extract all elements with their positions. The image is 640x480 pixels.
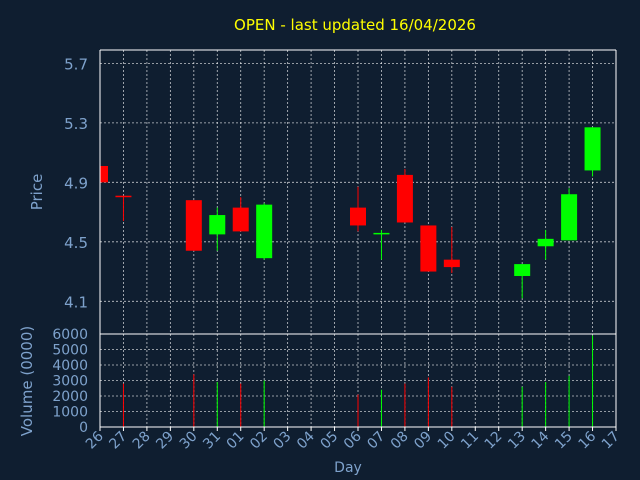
candle-body	[537, 238, 554, 247]
price-tick-label: 5.7	[64, 55, 88, 73]
candle-body	[115, 195, 132, 198]
day-tick-label: 03	[271, 429, 295, 453]
price-axis-label: Price	[28, 174, 46, 211]
day-tick-label: 13	[505, 429, 529, 453]
candle-body	[350, 207, 366, 226]
candle-body	[514, 264, 531, 277]
candle-body	[584, 127, 601, 171]
candle-body	[232, 207, 249, 232]
day-tick-label: 09	[411, 429, 435, 453]
candle-body	[373, 232, 390, 235]
candle-body	[185, 200, 202, 251]
candle-body	[561, 194, 578, 241]
day-tick-label: 02	[247, 429, 271, 453]
volume-tick-label: 6000	[52, 327, 88, 343]
day-tick-label: 06	[341, 428, 365, 452]
candle-body	[100, 165, 108, 183]
day-tick-label: 10	[435, 429, 459, 453]
volume-axis-label: Volume (0000)	[18, 326, 36, 436]
volume-tick-label: 3000	[52, 374, 88, 390]
volume-tick-label: 1000	[52, 405, 88, 421]
candle-body	[396, 174, 413, 223]
price-tick-label: 5.3	[64, 115, 88, 133]
price-tick-label: 4.5	[64, 234, 88, 252]
day-tick-label: 11	[458, 429, 482, 453]
volume-tick-label: 4000	[52, 358, 88, 374]
day-tick-label: 12	[482, 429, 506, 453]
day-axis-label: Day	[334, 460, 362, 476]
day-tick-label: 17	[599, 429, 623, 453]
day-tick-label: 31	[200, 429, 224, 453]
candle-body	[420, 225, 437, 272]
day-tick-label: 29	[153, 429, 177, 453]
day-tick-label: 05	[317, 429, 341, 453]
volume-tick-label: 0	[79, 420, 88, 436]
candlestick-series	[99, 127, 601, 299]
day-tick-label: 04	[294, 428, 318, 452]
day-tick-label: 15	[552, 429, 576, 453]
day-tick-label: 07	[364, 429, 388, 453]
day-tick-label: 08	[388, 429, 412, 453]
candle-body	[256, 204, 273, 259]
price-tick-label: 4.9	[64, 174, 88, 192]
day-tick-label: 28	[130, 429, 154, 453]
volume-tick-label: 5000	[52, 343, 88, 359]
volume-series	[122, 335, 594, 427]
candle-body	[443, 259, 460, 268]
volume-tick-label: 2000	[52, 389, 88, 405]
day-tick-label: 01	[224, 429, 248, 453]
day-tick-label: 30	[177, 429, 201, 453]
day-tick-label: 14	[529, 428, 553, 452]
price-tick-label: 4.1	[64, 293, 88, 311]
chart-title: OPEN - last updated 16/04/2026	[234, 16, 476, 34]
day-tick-label: 16	[575, 428, 599, 452]
axes	[99, 49, 617, 431]
tick-labels: 4.1 4.5 4.9 5.3 5.7 0100020003000400050006000…	[52, 55, 622, 452]
day-tick-label: 27	[106, 429, 130, 453]
candle-body	[209, 215, 226, 235]
